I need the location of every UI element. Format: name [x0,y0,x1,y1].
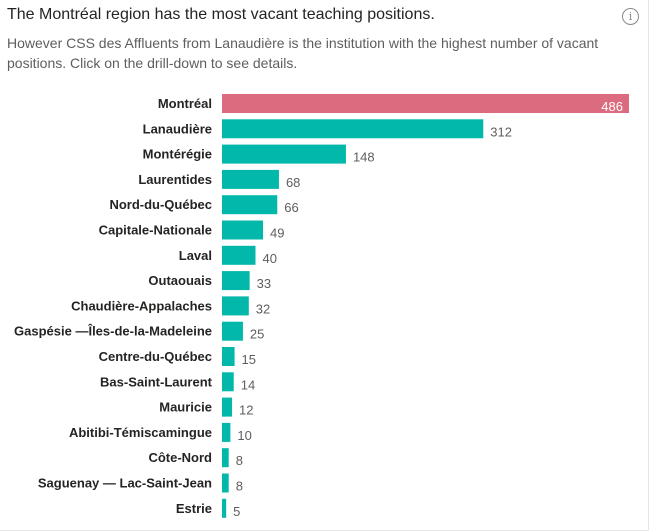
bar[interactable] [222,271,250,291]
bar-row[interactable]: Saguenay — Lac-Saint-Jean 8 [38,473,243,494]
data-label: 8 [236,479,243,494]
bar-row[interactable]: Abitibi-Témiscamingue 10 [69,422,252,443]
bar-row[interactable]: Lanaudière 312 [143,119,512,139]
bar[interactable] [222,448,229,468]
data-label: 25 [250,327,264,342]
bar-row[interactable]: Centre-du-Québec 15 [99,347,256,367]
chart-title: The Montréal region has the most vacant … [7,6,435,23]
bar[interactable] [222,94,629,113]
category-label: Montréal [158,96,212,111]
bar-row[interactable]: Laval 40 [179,245,277,266]
category-label: Mauricie [159,400,212,415]
category-label: Gaspésie —Îles-de-la-Madeleine [14,324,212,339]
bar-row[interactable]: Capitale-Nationale 49 [99,220,285,241]
category-label: Capitale-Nationale [99,223,212,238]
bar-row[interactable]: Estrie 5 [176,498,241,519]
bar-row[interactable]: Montérégie 148 [143,144,375,165]
bar-row[interactable]: Chaudière-Appalaches 32 [71,296,270,316]
category-label: Nord-du-Québec [109,197,212,212]
bar-row[interactable]: Montréal 486 [158,94,629,114]
bar-row[interactable]: Mauricie 12 [159,397,254,418]
info-icon[interactable] [622,8,639,25]
data-label: 32 [256,301,270,316]
category-label: Abitibi-Témiscamingue [69,425,212,440]
data-label: 12 [239,403,253,418]
data-label: 15 [242,352,256,367]
data-label: 68 [286,175,300,190]
bar[interactable] [222,119,484,139]
category-label: Outaouais [148,273,212,288]
category-label: Chaudière-Appalaches [71,298,212,313]
category-label: Centre-du-Québec [99,349,212,364]
bar-row[interactable]: Laurentides 68 [138,169,300,190]
data-label: 148 [353,150,375,165]
bar[interactable] [222,195,278,215]
data-label: 33 [257,276,271,291]
category-label: Montérégie [143,147,212,162]
data-label: 5 [233,504,240,519]
category-label: Côte-Nord [148,450,212,465]
bar[interactable] [222,347,235,366]
chart-subtitle: However CSS des Affluents from Lanaudièr… [7,35,599,71]
data-label: 486 [601,99,623,114]
category-label: Bas-Saint-Laurent [100,374,213,389]
bar-row[interactable]: Nord-du-Québec 66 [109,195,299,215]
data-label: 8 [236,453,243,468]
category-label: Lanaudière [143,121,212,136]
bar[interactable] [222,473,229,493]
bar[interactable] [222,169,279,189]
bar[interactable] [222,422,231,442]
category-label: Laurentides [138,172,212,187]
data-label: 10 [237,428,251,443]
category-label: Laval [179,248,212,263]
category-label: Saguenay — Lac-Saint-Jean [38,476,212,491]
bar[interactable] [222,144,346,164]
bar[interactable] [222,321,243,341]
data-label: 14 [241,377,255,392]
bar-row[interactable]: Gaspésie —Îles-de-la-Madeleine 25 [14,321,264,342]
bar[interactable] [222,397,233,417]
data-label: 312 [490,124,512,139]
data-label: 49 [270,226,284,241]
bar-row[interactable]: Bas-Saint-Laurent 14 [100,372,255,392]
bar[interactable] [222,296,249,316]
bar[interactable] [222,372,234,392]
data-label: 40 [262,251,276,266]
bar[interactable] [222,220,264,240]
bar-row[interactable]: Côte-Nord 8 [148,448,243,468]
category-label: Estrie [176,501,212,516]
bar[interactable] [222,498,227,518]
data-label: 66 [284,200,298,215]
bar[interactable] [222,245,256,265]
bar-row[interactable]: Outaouais 33 [148,271,271,291]
